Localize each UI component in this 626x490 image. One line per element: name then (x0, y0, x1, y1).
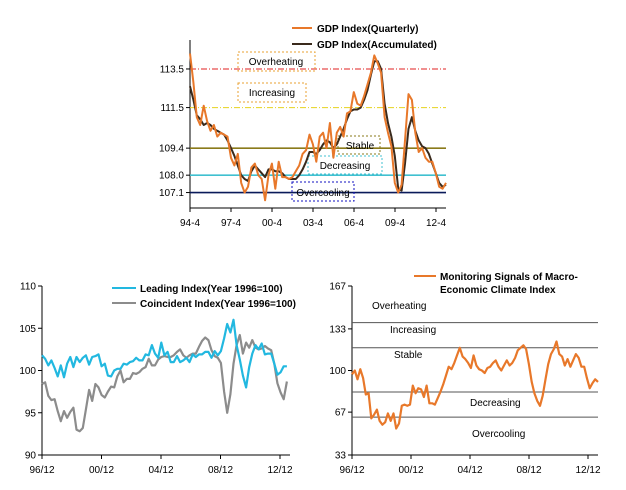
legend-label-monitoring: Monitoring Signals of Macro-Economic Cli… (440, 272, 578, 296)
y-tick-label: 100 (329, 366, 346, 377)
ms-zone-overheating: Overheating (372, 301, 426, 312)
x-tick-label: 00/12 (89, 465, 114, 476)
x-tick-label: 00-4 (262, 218, 282, 229)
x-tick-label: 09-4 (385, 218, 405, 229)
ms-x-tick-labels: 96/12 00/12 04/12 08/12 12/12 (339, 455, 601, 476)
series-line (41, 318, 287, 389)
lc-y-tick-labels: 90 95 100 105 110 (19, 282, 42, 462)
series-line (189, 53, 447, 202)
x-tick-label: 08/12 (516, 465, 541, 476)
y-tick-label: 133 (329, 324, 346, 335)
zone-box-overcooling (291, 181, 355, 202)
gdp-series-lines (189, 53, 447, 202)
monitoring-signals-chart: Overheating Increasing Stable Decreasing… (329, 272, 601, 476)
y-tick-label: 67 (335, 408, 347, 419)
legend-label-gdp-quarterly: GDP Index(Quarterly) (317, 24, 419, 35)
x-tick-label: 12-4 (426, 218, 446, 229)
y-tick-label: 113.5 (160, 64, 185, 75)
ms-y-tick-labels: 33 67 100 133 167 (329, 282, 352, 462)
series-line (41, 333, 288, 433)
zone-label-decreasing: Decreasing (320, 161, 371, 172)
y-tick-label: 108.0 (159, 171, 184, 182)
y-tick-label: 100 (19, 366, 36, 377)
y-tick-label: 109.4 (159, 144, 184, 155)
series-line (189, 60, 447, 192)
gdp-x-tick-labels: 94-4 97-4 00-4 03-4 06-4 09-4 12-4 (180, 208, 446, 229)
gdp-legend: GDP Index(Quarterly) GDP Index(Accumulat… (292, 24, 437, 51)
legend-label-gdp-accumulated: GDP Index(Accumulated) (317, 40, 437, 51)
x-tick-label: 96/12 (339, 465, 364, 476)
x-tick-label: 00/12 (398, 465, 423, 476)
x-tick-label: 96/12 (29, 465, 54, 476)
ms-series-lines (351, 340, 599, 430)
zone-label-overheating: Overheating (249, 57, 303, 68)
zone-label-stable: Stable (346, 141, 375, 152)
gdp-y-tick-labels: 107.1 108.0 109.4 111.5 113.5 (159, 64, 190, 199)
x-tick-label: 12/12 (267, 465, 292, 476)
x-tick-label: 97-4 (221, 218, 241, 229)
y-tick-label: 167 (329, 282, 346, 293)
zone-box-decreasing (307, 155, 383, 175)
lc-series-lines (41, 318, 288, 433)
ms-legend: Monitoring Signals of Macro-Economic Cli… (414, 272, 578, 296)
ms-zone-overcooling: Overcooling (472, 429, 525, 440)
y-tick-label: 90 (25, 451, 37, 462)
x-tick-label: 12/12 (575, 465, 600, 476)
lc-legend: Leading Index(Year 1996=100) Coincident … (112, 284, 296, 310)
x-tick-label: 03-4 (303, 218, 323, 229)
x-tick-label: 04/12 (148, 465, 173, 476)
x-tick-label: 06-4 (344, 218, 364, 229)
y-tick-label: 111.5 (160, 103, 184, 114)
y-tick-label: 105 (19, 324, 36, 335)
ms-zone-decreasing: Decreasing (470, 398, 521, 409)
x-tick-label: 94-4 (180, 218, 200, 229)
ms-zone-increasing: Increasing (390, 325, 436, 336)
y-tick-label: 110 (20, 282, 36, 293)
ms-zone-labels: Overheating Increasing Stable Decreasing… (372, 301, 525, 440)
x-tick-label: 08/12 (208, 465, 233, 476)
gdp-chart: Overheating Increasing Stable Decreasing… (159, 24, 447, 229)
zone-label-overcooling: Overcooling (296, 188, 349, 199)
zone-box-stable (337, 135, 381, 155)
series-line (351, 340, 599, 430)
y-tick-label: 33 (335, 451, 347, 462)
y-tick-label: 95 (25, 408, 37, 419)
zone-box-increasing (237, 82, 307, 103)
gdp-zone-labels: Overheating Increasing Stable Decreasing… (237, 51, 383, 202)
y-tick-label: 107.1 (159, 188, 184, 199)
lc-x-tick-labels: 96/12 00/12 04/12 08/12 12/12 (29, 455, 293, 476)
zone-label-increasing: Increasing (249, 88, 295, 99)
ms-zone-stable: Stable (394, 350, 423, 361)
legend-label-coincident: Coincident Index(Year 1996=100) (140, 299, 296, 310)
x-tick-label: 04/12 (457, 465, 482, 476)
legend-label-leading: Leading Index(Year 1996=100) (140, 284, 283, 295)
